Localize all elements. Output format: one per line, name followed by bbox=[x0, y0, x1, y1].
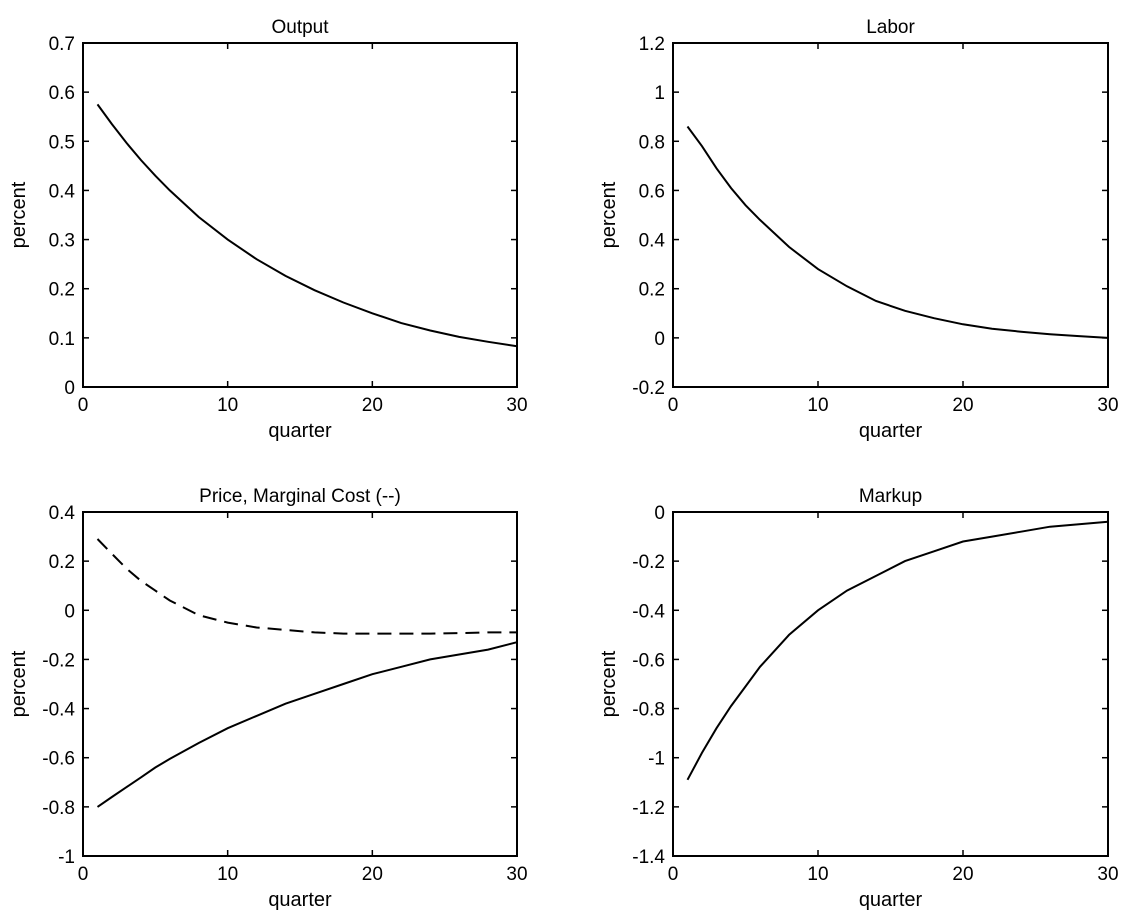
y-tick-label: 0.5 bbox=[49, 132, 75, 153]
x-tick-label: 30 bbox=[1097, 395, 1118, 416]
y-tick-label: -1.4 bbox=[632, 847, 665, 868]
y-tick-label: 0.4 bbox=[639, 231, 666, 252]
y-tick-label: 0.1 bbox=[49, 329, 75, 350]
y-tick-label: -0.2 bbox=[42, 650, 75, 671]
x-axis-label: quarter bbox=[859, 420, 923, 442]
y-tick-label: 1.2 bbox=[639, 34, 665, 55]
x-tick-label: 20 bbox=[952, 395, 973, 416]
x-tick-label: 0 bbox=[668, 395, 679, 416]
solid-series-line bbox=[686, 520, 1109, 781]
x-axis-label: quarter bbox=[268, 420, 332, 442]
x-tick-label: 20 bbox=[362, 864, 383, 885]
y-tick-label: 0 bbox=[654, 329, 665, 350]
chart-title: Labor bbox=[866, 17, 915, 38]
x-tick-label: 10 bbox=[217, 395, 238, 416]
solid-series-line bbox=[686, 125, 1109, 339]
y-axis-label: percent bbox=[8, 181, 30, 248]
x-tick-label: 10 bbox=[217, 864, 238, 885]
axes-box bbox=[82, 511, 518, 857]
y-tick-label: -0.2 bbox=[632, 552, 665, 573]
chart-title: Markup bbox=[859, 486, 922, 507]
chart-title: Output bbox=[271, 17, 329, 38]
y-tick-label: 0.4 bbox=[49, 181, 76, 202]
solid-series-line bbox=[96, 641, 518, 808]
y-tick-label: -1 bbox=[58, 847, 75, 868]
x-tick-label: 30 bbox=[506, 395, 527, 416]
x-tick-label: 0 bbox=[78, 864, 89, 885]
y-tick-label: 0 bbox=[64, 378, 75, 399]
y-tick-label: 0.4 bbox=[49, 503, 76, 524]
x-tick-label: 20 bbox=[952, 864, 973, 885]
y-tick-label: 0.8 bbox=[639, 132, 665, 153]
x-tick-label: 0 bbox=[78, 395, 89, 416]
y-tick-label: 0.7 bbox=[49, 34, 75, 55]
x-axis-label: quarter bbox=[268, 889, 332, 911]
x-tick-label: 10 bbox=[807, 395, 828, 416]
x-tick-label: 30 bbox=[506, 864, 527, 885]
x-axis-label: quarter bbox=[859, 889, 923, 911]
axes-box bbox=[672, 42, 1109, 388]
y-tick-label: 0.2 bbox=[49, 552, 75, 573]
y-axis-label: percent bbox=[598, 650, 620, 717]
x-tick-label: 20 bbox=[362, 395, 383, 416]
y-tick-label: -0.4 bbox=[632, 601, 665, 622]
y-tick-label: 1 bbox=[654, 83, 665, 104]
y-tick-label: 0 bbox=[64, 601, 75, 622]
panel-markup: Markup 0 10 20 30 -1.4 -1.2 -1 -0.8 -0.6 -0.4 -0.2 0… bbox=[598, 486, 1119, 911]
y-tick-label: 0 bbox=[654, 503, 665, 524]
x-tick-label: 10 bbox=[807, 864, 828, 885]
y-axis-label: percent bbox=[598, 181, 620, 248]
y-tick-label: 0.2 bbox=[639, 280, 665, 301]
y-tick-label: -0.8 bbox=[632, 700, 665, 721]
panel-output: Output 0 10 20 30 0 0.1 0.2 0.3 0.4 0.5 0.6 0.7 quart… bbox=[8, 17, 528, 442]
y-tick-label: 0.6 bbox=[639, 181, 665, 202]
y-tick-label: 0.3 bbox=[49, 231, 75, 252]
axes-box bbox=[82, 42, 518, 388]
y-tick-label: -1 bbox=[648, 749, 665, 770]
panel-price-marginal-cost: Price, Marginal Cost (--) 0 10 20 30 -1 -0.8 -0… bbox=[8, 486, 528, 911]
y-tick-label: -0.8 bbox=[42, 798, 75, 819]
y-tick-label: 0.6 bbox=[49, 83, 75, 104]
y-tick-label: -0.6 bbox=[632, 650, 665, 671]
y-tick-label: 0.2 bbox=[49, 280, 75, 301]
y-tick-label: -0.2 bbox=[632, 378, 665, 399]
axes-box bbox=[672, 511, 1109, 857]
chart-title: Price, Marginal Cost (--) bbox=[199, 486, 401, 507]
solid-series-line bbox=[96, 103, 518, 348]
x-tick-label: 30 bbox=[1097, 864, 1118, 885]
x-tick-label: 0 bbox=[668, 864, 679, 885]
y-tick-label: -0.6 bbox=[42, 749, 75, 770]
y-axis-label: percent bbox=[8, 650, 30, 717]
dashed-series-line bbox=[96, 538, 517, 635]
y-tick-label: -1.2 bbox=[632, 798, 665, 819]
y-tick-label: -0.4 bbox=[42, 700, 75, 721]
